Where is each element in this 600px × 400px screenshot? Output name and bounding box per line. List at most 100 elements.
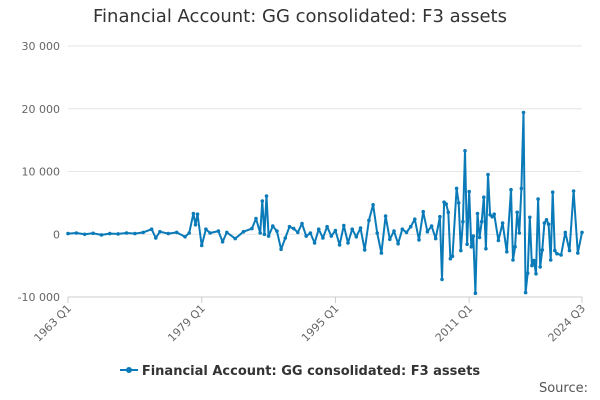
data-point[interactable] [448,256,453,261]
data-point[interactable] [513,245,517,249]
data-point[interactable] [199,243,204,248]
data-point[interactable] [312,241,317,245]
data-point[interactable] [444,202,449,206]
data-point[interactable] [300,221,304,226]
data-point[interactable] [193,223,198,227]
data-point[interactable] [271,224,275,228]
legend[interactable]: Financial Account: GG consolidated: F3 a… [0,364,600,379]
data-point[interactable] [220,240,225,244]
data-point[interactable] [208,231,212,235]
data-point[interactable] [258,231,263,235]
data-point[interactable] [509,187,513,192]
data-point[interactable] [291,226,296,231]
data-point[interactable] [538,265,542,269]
data-point[interactable] [250,226,254,231]
data-point[interactable] [465,242,469,247]
data-point[interactable] [459,248,463,253]
data-point[interactable] [542,221,547,225]
data-point[interactable] [375,231,380,235]
data-point[interactable] [400,227,405,231]
data-point[interactable] [461,219,465,224]
data-point[interactable] [388,237,392,242]
data-point[interactable] [567,248,572,253]
data-point[interactable] [225,230,229,235]
data-point[interactable] [544,218,549,222]
data-point[interactable] [379,251,384,255]
data-point[interactable] [66,231,70,236]
data-point[interactable] [149,227,154,231]
data-point[interactable] [469,245,474,249]
data-point[interactable] [358,226,363,230]
data-point[interactable] [500,221,505,225]
data-point[interactable] [473,291,478,296]
data-point[interactable] [154,236,158,240]
data-point[interactable] [511,258,515,262]
data-point[interactable] [262,232,267,237]
data-point[interactable] [383,214,388,218]
data-point[interactable] [133,231,137,236]
data-point[interactable] [233,236,237,241]
data-point[interactable] [371,203,375,207]
data-point[interactable] [429,224,434,228]
data-point[interactable] [563,230,568,235]
data-point[interactable] [346,241,350,245]
data-point[interactable] [191,211,196,216]
data-point[interactable] [260,199,265,203]
data-point[interactable] [530,263,534,268]
data-point[interactable] [266,234,271,238]
data-point[interactable] [183,235,187,239]
data-point[interactable] [408,224,413,229]
data-point[interactable] [99,233,104,237]
data-point[interactable] [316,227,321,231]
data-point[interactable] [467,189,472,194]
data-point[interactable] [275,229,279,233]
data-point[interactable] [546,222,551,226]
data-point[interactable] [471,234,476,238]
data-point[interactable] [82,232,87,237]
data-point[interactable] [417,238,421,242]
data-point[interactable] [525,271,530,276]
data-point[interactable] [450,254,455,258]
data-point[interactable] [329,234,334,238]
data-point[interactable] [475,211,480,216]
data-point[interactable] [287,224,292,229]
data-point[interactable] [528,215,532,220]
data-point[interactable] [440,277,444,282]
data-point[interactable] [396,241,400,246]
data-point[interactable] [456,201,461,205]
data-point[interactable] [333,228,338,233]
data-point[interactable] [548,258,553,262]
data-point[interactable] [482,195,486,199]
data-point[interactable] [446,210,451,215]
data-point[interactable] [486,172,490,177]
data-point[interactable] [492,212,497,216]
data-point[interactable] [264,194,269,198]
data-point[interactable] [116,232,120,236]
data-point[interactable] [519,186,524,191]
series-line[interactable] [67,111,583,295]
data-point[interactable] [496,238,501,243]
data-point[interactable] [141,230,145,235]
data-point[interactable] [576,251,580,255]
data-point[interactable] [367,218,371,223]
data-point[interactable] [74,231,79,235]
data-point[interactable] [283,236,288,240]
data-point[interactable] [438,214,442,219]
data-point[interactable] [571,189,576,193]
data-point[interactable] [91,231,95,236]
data-point[interactable] [580,230,584,235]
data-point[interactable] [425,229,430,234]
data-point[interactable] [433,236,438,241]
legend-label[interactable]: Financial Account: GG consolidated: F3 a… [141,364,481,379]
data-point[interactable] [354,235,359,239]
data-point[interactable] [421,209,426,214]
data-point[interactable] [559,253,563,257]
data-point[interactable] [463,149,467,153]
data-point[interactable] [532,258,536,263]
data-point[interactable] [108,231,112,236]
data-point[interactable] [517,231,522,235]
data-point[interactable] [342,223,346,228]
data-point[interactable] [174,230,179,235]
data-point[interactable] [515,210,519,215]
data-point[interactable] [553,248,557,253]
